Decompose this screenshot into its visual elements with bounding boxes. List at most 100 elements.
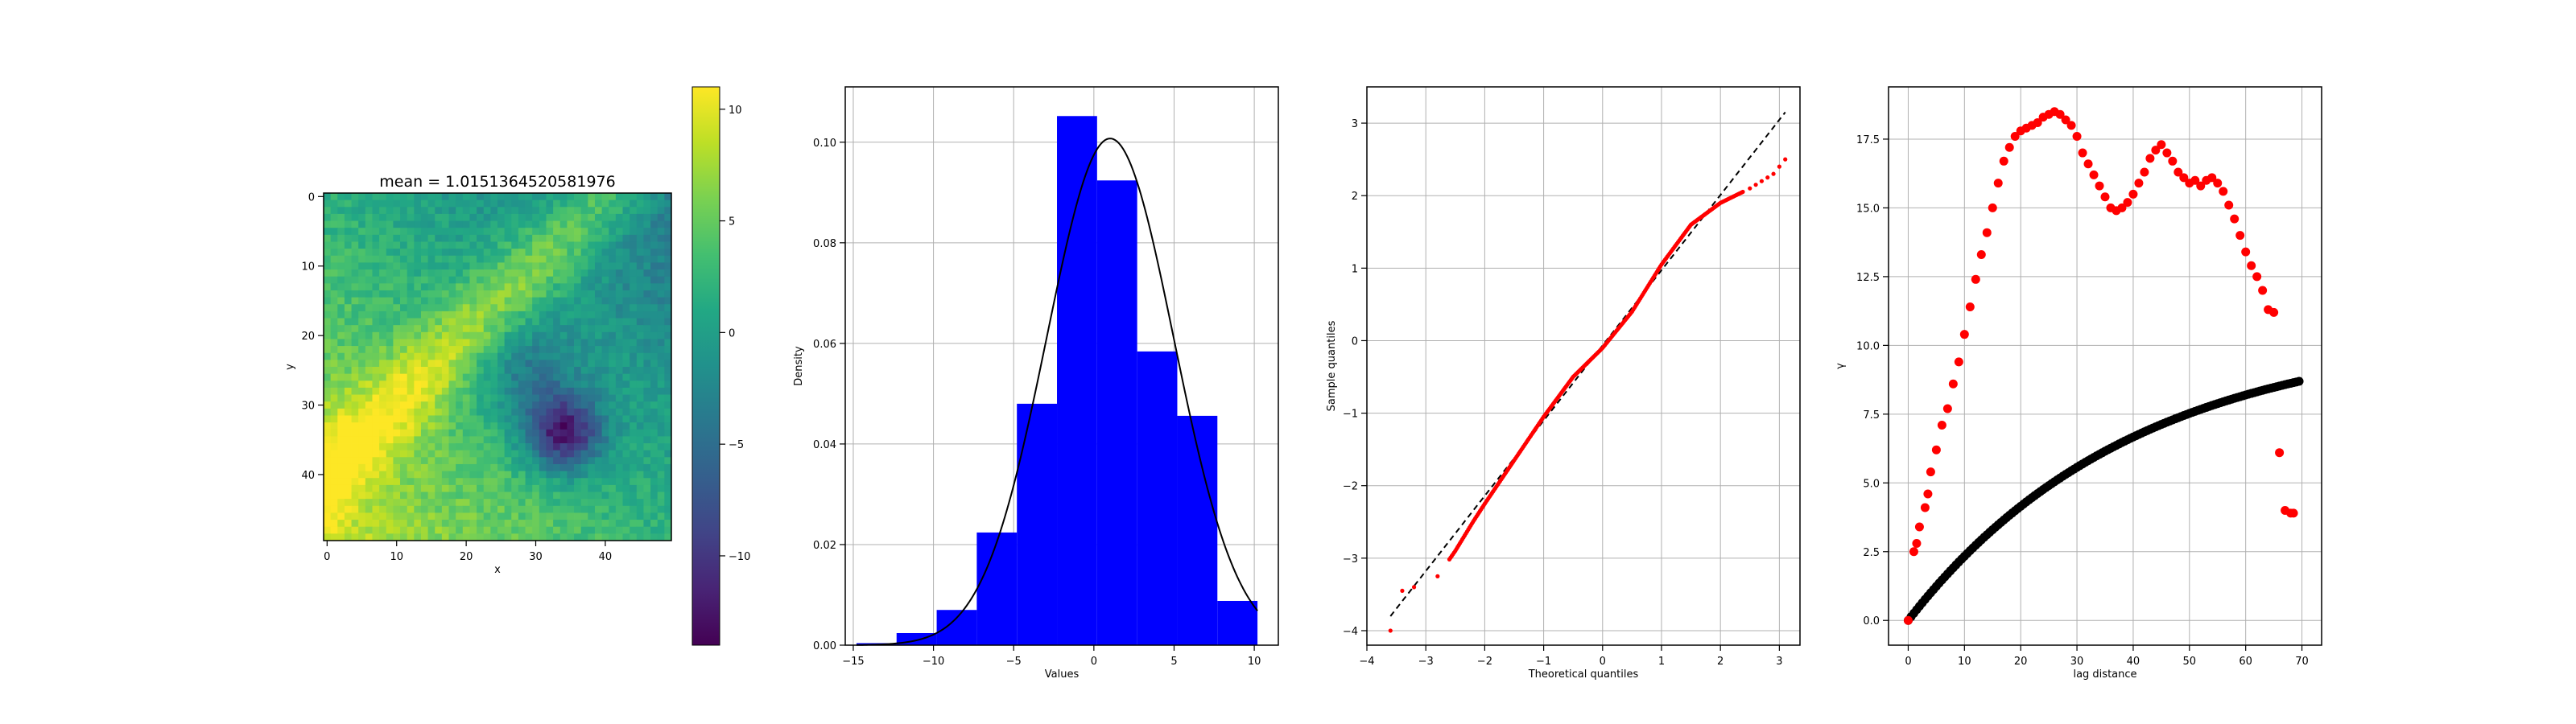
heatmap-cell (559, 360, 568, 368)
heatmap-cell (330, 318, 338, 326)
heatmap-cell (448, 484, 456, 492)
heatmap-cell (386, 213, 394, 221)
heatmap-cell (553, 401, 561, 409)
heatmap-cell (407, 443, 415, 451)
heatmap-cell (609, 311, 617, 319)
heatmap-cell (553, 373, 561, 381)
heatmap-cell (630, 200, 638, 208)
heatmap-cell (462, 526, 470, 534)
heatmap-cell (490, 255, 498, 263)
heatmap-cell (400, 269, 408, 278)
heatmap-cell (497, 463, 506, 471)
heatmap-cell (351, 499, 359, 507)
heatmap-cell (650, 429, 658, 437)
heatmap-cell (372, 526, 380, 534)
heatmap-cell (490, 422, 498, 430)
variogram-frame (1888, 86, 2322, 646)
heatmap-cell (393, 415, 401, 423)
heatmap-cell (400, 304, 408, 312)
heatmap-cell (393, 297, 401, 305)
variogram-point (1912, 539, 1922, 549)
heatmap-cell (574, 283, 582, 291)
heatmap-cell (448, 373, 456, 381)
heatmap-cell (594, 213, 602, 221)
heatmap-cell (532, 213, 540, 221)
heatmap-cell (559, 241, 568, 249)
heatmap-cell (462, 429, 470, 437)
heatmap-cell (407, 512, 415, 520)
heatmap-cell (462, 443, 470, 451)
heatmap-cell (574, 429, 582, 437)
heatmap-cell (525, 234, 533, 242)
heatmap-cell (657, 408, 665, 416)
heatmap-cell (448, 422, 456, 430)
heatmap-cell (435, 207, 443, 215)
heatmap-cell (441, 249, 449, 257)
heatmap-cell (532, 318, 540, 326)
heatmap-cell (622, 422, 630, 430)
heatmap-cell (609, 318, 617, 326)
heatmap-cell (351, 304, 359, 312)
heatmap-cell (324, 408, 332, 416)
heatmap-cell (344, 200, 352, 208)
heatmap-cell (650, 436, 658, 444)
heatmap-cell (657, 346, 665, 354)
heatmap-cell (636, 234, 644, 242)
heatmap-cell (574, 249, 582, 257)
heatmap-cell (330, 478, 338, 486)
heatmap-cell (379, 352, 387, 360)
heatmap-cell (358, 526, 366, 534)
heatmap-cell (448, 457, 456, 465)
variogram-point (2140, 167, 2149, 177)
heatmap-cell (386, 457, 394, 465)
heatmap-cell (372, 457, 380, 465)
heatmap-cell (511, 512, 519, 520)
heatmap-cell (379, 457, 387, 465)
heatmap-cell (525, 339, 533, 347)
heatmap-cell (456, 290, 464, 298)
heatmap-cell (365, 443, 373, 451)
heatmap-cell (386, 304, 394, 312)
heatmap-cell (365, 207, 373, 215)
histogram-bar (1137, 351, 1178, 645)
heatmap-cell (504, 422, 512, 430)
heatmap-cell (622, 234, 630, 242)
heatmap-cell (559, 450, 568, 458)
heatmap-cell (609, 415, 617, 423)
heatmap-cell (462, 269, 470, 278)
heatmap-cell (539, 443, 547, 451)
heatmap-cell (525, 297, 533, 305)
heatmap-cell (456, 450, 464, 458)
heatmap-cell (567, 297, 575, 305)
heatmap-cell (456, 422, 464, 430)
heatmap-cell (469, 408, 477, 416)
heatmap-cell (330, 505, 338, 513)
variogram-point (2179, 173, 2189, 183)
variogram-point (1923, 489, 1933, 499)
heatmap-cell (580, 373, 588, 381)
heatmap-cell (324, 262, 332, 270)
heatmap-cell (580, 443, 588, 451)
heatmap-cell (601, 283, 609, 291)
heatmap-cell (664, 463, 672, 471)
variogram-x-tick-label: 50 (2183, 656, 2197, 668)
heatmap-cell (469, 471, 477, 479)
heatmap-cell (469, 492, 477, 500)
heatmap-cell (400, 234, 408, 242)
heatmap-cell (497, 193, 506, 201)
heatmap-cell (574, 422, 582, 430)
heatmap-cell (351, 249, 359, 257)
heatmap-cell (414, 526, 422, 534)
qq-x-tick-label: −3 (1418, 656, 1434, 668)
heatmap-cell (630, 228, 638, 236)
heatmap-cell (615, 373, 623, 381)
variogram-point (2004, 142, 2014, 152)
heatmap-cell (518, 450, 526, 458)
heatmap-cell (462, 318, 470, 326)
heatmap-cell (386, 505, 394, 513)
heatmap-cell (435, 213, 443, 221)
heatmap-cell (456, 207, 464, 215)
heatmap-cell (358, 533, 366, 541)
heatmap-cell (435, 436, 443, 444)
heatmap-cell (365, 492, 373, 500)
